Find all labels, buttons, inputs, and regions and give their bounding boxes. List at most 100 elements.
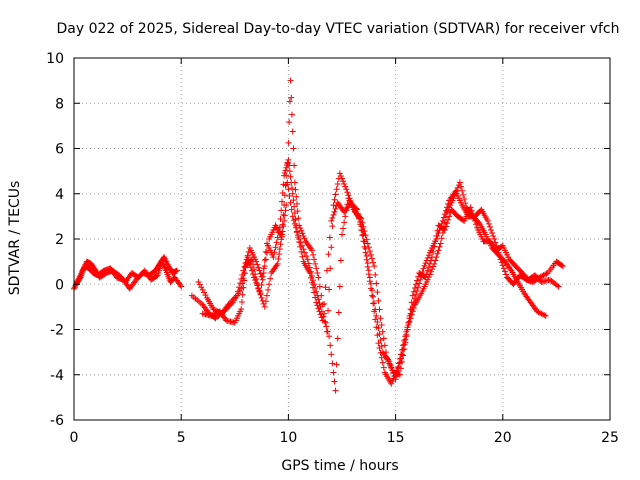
data-point bbox=[329, 360, 336, 367]
data-point bbox=[153, 272, 160, 279]
data-point bbox=[441, 211, 448, 218]
data-point bbox=[359, 219, 366, 226]
data-point bbox=[436, 243, 443, 250]
data-point bbox=[322, 284, 329, 291]
data-point bbox=[289, 190, 296, 197]
x-axis-label: GPS time / hours bbox=[281, 458, 398, 474]
data-point bbox=[409, 292, 416, 299]
data-point bbox=[325, 251, 332, 258]
data-point bbox=[339, 231, 345, 238]
data-point bbox=[342, 183, 349, 190]
data-point bbox=[375, 340, 382, 347]
data-point bbox=[281, 212, 288, 219]
x-tick-label: 15 bbox=[387, 430, 405, 446]
y-axis-label: SDTVAR / TECUs bbox=[7, 181, 23, 296]
x-tick-label: 5 bbox=[177, 430, 186, 446]
data-point bbox=[423, 271, 430, 278]
data-point bbox=[287, 173, 294, 180]
data-point bbox=[460, 191, 467, 198]
data-point bbox=[267, 275, 274, 282]
x-tick-label: 25 bbox=[601, 430, 619, 446]
data-point bbox=[195, 278, 202, 285]
x-tick-label: 0 bbox=[70, 430, 79, 446]
data-point bbox=[293, 193, 300, 200]
data-point bbox=[456, 179, 463, 186]
data-point bbox=[261, 263, 268, 270]
data-point bbox=[233, 292, 240, 299]
data-point bbox=[343, 207, 350, 214]
data-point bbox=[277, 241, 284, 248]
data-point bbox=[473, 221, 479, 228]
data-point bbox=[542, 312, 549, 319]
data-point bbox=[446, 213, 453, 220]
data-point bbox=[489, 229, 496, 236]
data-point bbox=[255, 264, 262, 271]
data-point bbox=[412, 291, 419, 298]
y-tick-label: 0 bbox=[55, 277, 64, 293]
data-point bbox=[282, 167, 289, 174]
data-point bbox=[429, 266, 436, 273]
data-point bbox=[308, 272, 315, 279]
data-point bbox=[373, 324, 380, 331]
x-tick-label: 20 bbox=[494, 430, 512, 446]
data-point bbox=[280, 223, 287, 230]
data-point bbox=[390, 375, 397, 382]
data-point bbox=[417, 276, 424, 283]
data-point bbox=[248, 256, 255, 263]
data-point bbox=[337, 257, 344, 264]
data-point bbox=[314, 292, 321, 299]
data-point bbox=[366, 278, 373, 285]
data-point bbox=[408, 306, 415, 313]
data-point bbox=[360, 238, 367, 245]
data-point bbox=[265, 286, 272, 293]
data-point bbox=[202, 292, 209, 299]
data-point bbox=[445, 216, 452, 223]
data-point bbox=[296, 222, 303, 229]
data-point bbox=[258, 273, 265, 280]
data-point bbox=[317, 303, 324, 310]
data-point bbox=[293, 200, 300, 207]
data-point bbox=[344, 189, 351, 196]
data-point bbox=[240, 284, 247, 291]
data-point bbox=[288, 111, 295, 118]
data-point bbox=[306, 269, 313, 276]
data-point bbox=[288, 185, 295, 192]
data-point bbox=[252, 277, 259, 284]
data-point bbox=[283, 172, 290, 179]
data-point bbox=[262, 256, 269, 263]
data-point bbox=[276, 251, 283, 258]
data-point bbox=[276, 246, 283, 253]
data-point bbox=[289, 128, 296, 135]
data-point bbox=[366, 248, 373, 255]
data-point bbox=[438, 235, 445, 242]
data-point bbox=[340, 178, 347, 185]
data-point bbox=[274, 260, 281, 267]
x-tick-label: 10 bbox=[279, 430, 297, 446]
data-point bbox=[301, 235, 308, 242]
data-point bbox=[376, 344, 383, 351]
data-point bbox=[370, 293, 377, 300]
data-point bbox=[372, 271, 379, 278]
data-point bbox=[259, 276, 266, 283]
data-point bbox=[326, 234, 333, 241]
data-point bbox=[253, 258, 260, 265]
data-point bbox=[459, 187, 466, 194]
data-point bbox=[467, 204, 474, 211]
data-point bbox=[330, 202, 337, 209]
data-point bbox=[243, 256, 250, 263]
data-point bbox=[554, 282, 561, 289]
data-point bbox=[334, 180, 341, 187]
data-point bbox=[498, 259, 505, 266]
data-point bbox=[454, 184, 461, 191]
data-point bbox=[369, 292, 376, 299]
data-point bbox=[321, 318, 328, 325]
data-point bbox=[261, 303, 268, 310]
data-point bbox=[281, 192, 288, 199]
data-point bbox=[282, 182, 289, 189]
data-point bbox=[173, 267, 180, 274]
data-point bbox=[336, 283, 343, 290]
data-point bbox=[290, 217, 297, 224]
data-point bbox=[199, 286, 206, 293]
data-point bbox=[424, 254, 431, 261]
data-point bbox=[329, 223, 336, 230]
